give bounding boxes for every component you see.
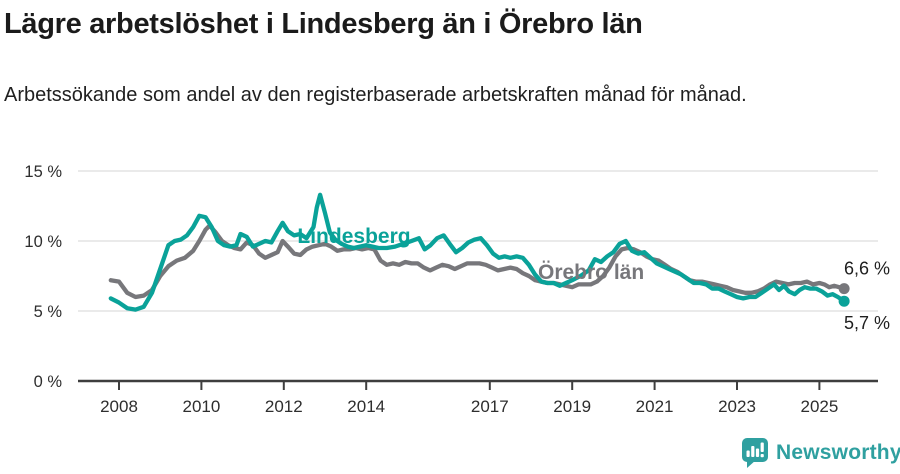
newsworthy-logo-icon bbox=[742, 438, 768, 468]
gridlines bbox=[78, 170, 878, 383]
y-tick-label: 10 % bbox=[24, 233, 62, 251]
y-tick-label: 15 % bbox=[24, 163, 62, 181]
x-tick-label: 2019 bbox=[553, 397, 591, 416]
x-tick-label: 2014 bbox=[347, 397, 385, 416]
x-axis: 2008 2010 2012 2014 2017 2019 2021 2023 2025 bbox=[100, 382, 838, 416]
series-label--rebro-l-n: Örebro län bbox=[538, 261, 644, 284]
series-label-lindesberg: Lindesberg bbox=[297, 225, 410, 248]
y-axis-labels: 0 % 5 % 10 % 15 % bbox=[24, 163, 62, 391]
chart-title: Lägre arbetslöshet i Lindesberg än i Öre… bbox=[4, 8, 643, 40]
series-end-dot-lindesberg bbox=[838, 295, 850, 307]
newsworthy-logo: Newsworthy bbox=[742, 438, 900, 468]
newsworthy-logo-text: Newsworthy bbox=[776, 441, 900, 464]
x-tick-label: 2008 bbox=[100, 397, 138, 416]
chart-subtitle: Arbetssökande som andel av den registerb… bbox=[4, 84, 747, 106]
x-tick-label: 2017 bbox=[471, 397, 509, 416]
x-tick-label: 2021 bbox=[636, 397, 674, 416]
series-line--rebro-l-n bbox=[108, 223, 847, 300]
x-tick-label: 2010 bbox=[182, 397, 220, 416]
x-tick-label: 2025 bbox=[800, 397, 838, 416]
series-line-lindesberg bbox=[108, 192, 847, 312]
series-lines bbox=[108, 192, 850, 312]
x-tick-label: 2012 bbox=[265, 397, 303, 416]
y-tick-label: 5 % bbox=[34, 303, 63, 321]
end-value-label--rebro-l-n: 6,6 % bbox=[844, 259, 890, 279]
end-value-label-lindesberg: 5,7 % bbox=[844, 313, 890, 333]
y-tick-label: 0 % bbox=[34, 373, 63, 391]
x-tick-label: 2023 bbox=[718, 397, 756, 416]
series-end-dot--rebro-l-n bbox=[838, 283, 850, 295]
series-annotations: Örebro län 6,6 % Lindesberg 5,7 % bbox=[297, 225, 890, 333]
